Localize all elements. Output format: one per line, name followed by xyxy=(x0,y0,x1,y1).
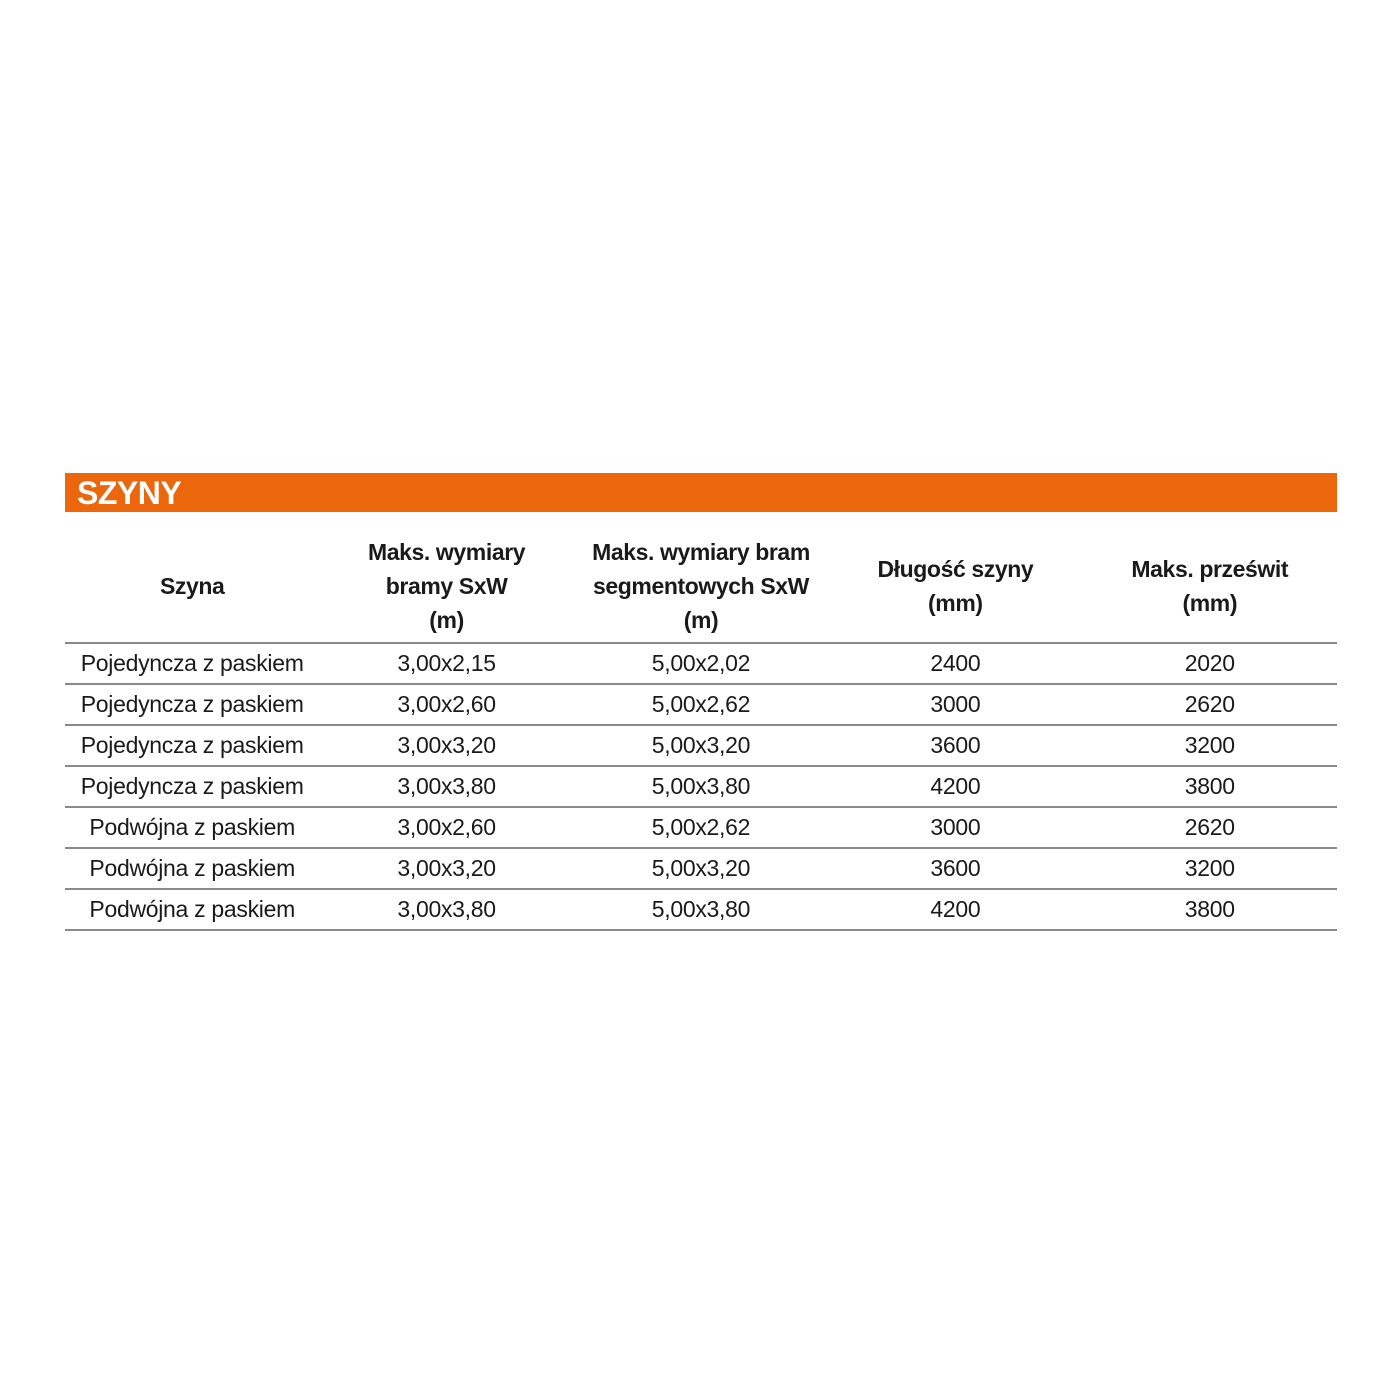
section-title: SZYNY xyxy=(77,475,182,511)
table-cell: Pojedyncza z paskiem xyxy=(65,643,320,685)
column-header-line: Maks. prześwit xyxy=(1131,556,1289,582)
section-title-bar: SZYNY xyxy=(65,473,1337,512)
table-cell: 3,00x2,15 xyxy=(319,643,574,685)
column-header-line: (mm) xyxy=(1182,590,1238,616)
column-header: Maks. wymiary bramy SxW (m) xyxy=(319,530,574,644)
column-header-line: (m) xyxy=(429,607,464,633)
column-header-line: (m) xyxy=(683,607,719,633)
table-cell: Podwójna z paskiem xyxy=(65,889,320,931)
table-row: Podwójna z paskiem 3,00x3,20 5,00x3,20 3600… xyxy=(65,848,1337,890)
table-cell: 4200 xyxy=(828,766,1083,808)
table-cell: 3,00x3,80 xyxy=(319,889,574,931)
column-header-line: bramy SxW xyxy=(385,573,508,599)
table-cell: 3600 xyxy=(828,725,1083,767)
table-cell: 4200 xyxy=(828,889,1083,931)
table-cell: Pojedyncza z paskiem xyxy=(65,766,320,808)
table-cell: 5,00x2,62 xyxy=(573,807,829,849)
table-cell: 3800 xyxy=(1082,889,1337,931)
column-header: Szyna xyxy=(65,530,320,644)
table-row: Podwójna z paskiem 3,00x3,80 5,00x3,80 4200… xyxy=(65,889,1337,931)
table-cell: 5,00x2,62 xyxy=(573,684,829,726)
table-cell: 3,00x2,60 xyxy=(319,807,574,849)
table-cell: Pojedyncza z paskiem xyxy=(65,725,320,767)
table-cell: 3200 xyxy=(1082,725,1337,767)
table-cell: 3,00x3,20 xyxy=(319,725,574,767)
table-cell: 3,00x2,60 xyxy=(319,684,574,726)
column-header: Maks. prześwit (mm) xyxy=(1082,530,1337,644)
table-cell: 5,00x3,80 xyxy=(573,889,829,931)
table-cell: 2400 xyxy=(828,643,1083,685)
table-row: Pojedyncza z paskiem 3,00x2,15 5,00x2,02 24… xyxy=(65,643,1337,685)
column-header-line: (mm) xyxy=(928,590,983,616)
table-cell: Podwójna z paskiem xyxy=(65,848,320,890)
column-header: Maks. wymiary bram segmentowych SxW (m) xyxy=(573,530,829,644)
table-row: Pojedyncza z paskiem 3,00x2,60 5,00x2,62 30… xyxy=(65,684,1337,726)
column-header-line: Maks. wymiary bram xyxy=(592,539,810,565)
column-header-line: Szyna xyxy=(159,573,225,599)
table-row: Pojedyncza z paskiem 3,00x3,80 5,00x3,80 42… xyxy=(65,766,1337,808)
column-header-line: Maks. wymiary xyxy=(368,539,526,565)
table-cell: 5,00x3,20 xyxy=(573,848,829,890)
table-row: Podwójna z paskiem 3,00x2,60 5,00x2,62 3000… xyxy=(65,807,1337,849)
table-cell: 5,00x3,80 xyxy=(573,766,829,808)
table-cell: 3,00x3,20 xyxy=(319,848,574,890)
rails-table: Szyna Maks. wymiary bramy SxW (m) Maks. wymi… xyxy=(65,530,1337,931)
table-cell: 3,00x3,80 xyxy=(319,766,574,808)
table-cell: 3200 xyxy=(1082,848,1337,890)
column-header: Długość szyny (mm) xyxy=(828,530,1083,644)
table-cell: 5,00x2,02 xyxy=(573,643,829,685)
table-cell: 3000 xyxy=(828,684,1083,726)
table-cell: 3800 xyxy=(1082,766,1337,808)
table-cell: 3000 xyxy=(828,807,1083,849)
column-header-line: Długość szyny xyxy=(877,556,1034,582)
table-cell: 3600 xyxy=(828,848,1083,890)
table-row: Pojedyncza z paskiem 3,00x3,20 5,00x3,20 36… xyxy=(65,725,1337,767)
table-cell: Podwójna z paskiem xyxy=(65,807,320,849)
table-cell: 2620 xyxy=(1082,684,1337,726)
table-cell: 5,00x3,20 xyxy=(573,725,829,767)
table-cell: 2020 xyxy=(1082,643,1337,685)
table-header-row: Szyna Maks. wymiary bramy SxW (m) Maks. wymi… xyxy=(65,530,1337,644)
column-header-line: segmentowych SxW xyxy=(592,573,809,599)
table-cell: Pojedyncza z paskiem xyxy=(65,684,320,726)
table-cell: 2620 xyxy=(1082,807,1337,849)
